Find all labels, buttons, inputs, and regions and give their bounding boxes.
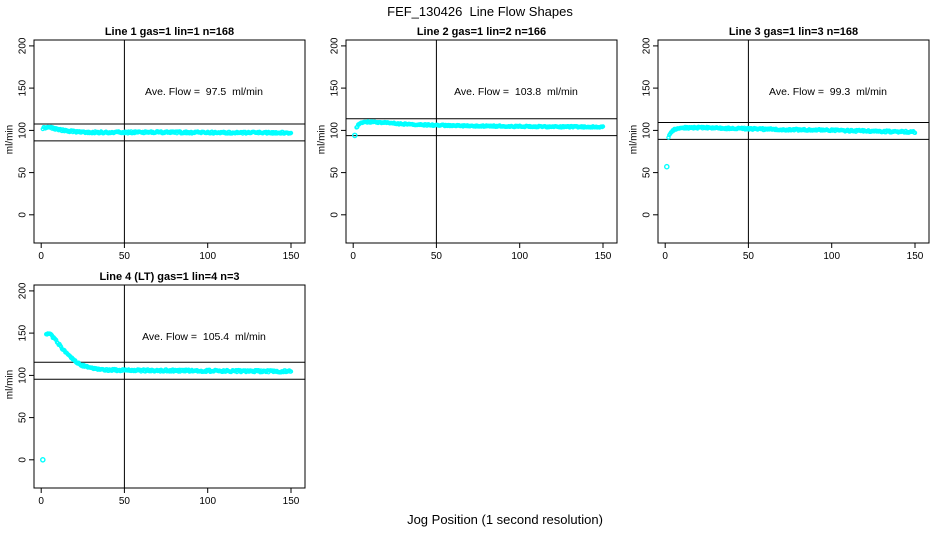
line-4-plot-svg: 0 50 100 150 0 50 100 150 200 (18, 282, 306, 507)
y-axis-label: ml/min (316, 124, 328, 155)
svg-text:50: 50 (642, 167, 653, 179)
svg-text:100: 100 (511, 251, 528, 262)
svg-text:0: 0 (18, 212, 29, 218)
svg-text:100: 100 (18, 367, 29, 384)
ave-flow-annotation: Ave. Flow = 105.4 ml/min (142, 331, 266, 343)
panel-line-2: 0 50 100 150 0 50 100 150 200 Line 2 gas=1 lin=2… (312, 20, 624, 266)
svg-text:100: 100 (199, 496, 216, 507)
line-2-plot-svg: 0 50 100 150 0 50 100 150 200 (330, 37, 618, 262)
ave-flow-annotation: Ave. Flow = 103.8 ml/min (454, 86, 578, 98)
svg-text:100: 100 (199, 251, 216, 262)
svg-text:200: 200 (18, 37, 29, 54)
svg-text:100: 100 (330, 122, 341, 139)
svg-text:150: 150 (595, 251, 612, 262)
svg-text:150: 150 (283, 496, 300, 507)
panel-title: Line 3 gas=1 lin=3 n=168 (728, 26, 859, 38)
svg-text:150: 150 (642, 79, 653, 96)
svg-text:0: 0 (350, 251, 356, 262)
svg-text:150: 150 (283, 251, 300, 262)
ave-flow-annotation: Ave. Flow = 99.3 ml/min (769, 86, 887, 98)
line-1-plot-svg: 0 50 100 150 0 50 100 150 200 (18, 37, 306, 262)
panel-title: Line 1 gas=1 lin=1 n=168 (104, 26, 235, 38)
y-axis-label: ml/min (4, 369, 16, 400)
panel-title: Line 2 gas=1 lin=2 n=166 (416, 26, 547, 38)
svg-text:50: 50 (119, 496, 131, 507)
svg-text:200: 200 (642, 37, 653, 54)
panel-line-1: 0 50 100 150 0 50 100 150 200 Line 1 gas=1 lin=1… (0, 20, 312, 266)
svg-text:150: 150 (18, 324, 29, 341)
svg-text:100: 100 (823, 251, 840, 262)
svg-text:50: 50 (743, 251, 755, 262)
svg-text:50: 50 (431, 251, 443, 262)
svg-text:0: 0 (330, 212, 341, 218)
line-3-plot-svg: 0 50 100 150 0 50 100 150 200 (642, 37, 930, 262)
svg-text:0: 0 (38, 251, 44, 262)
svg-text:0: 0 (38, 496, 44, 507)
x-axis-label: Jog Position (1 second resolution) (407, 512, 603, 527)
svg-text:150: 150 (18, 79, 29, 96)
svg-text:50: 50 (330, 167, 341, 179)
svg-text:0: 0 (18, 457, 29, 463)
y-axis-label: ml/min (4, 124, 16, 155)
svg-text:0: 0 (642, 212, 653, 218)
svg-text:150: 150 (907, 251, 924, 262)
svg-text:100: 100 (642, 122, 653, 139)
panel-line-4: 0 50 100 150 0 50 100 150 200 Line 4 (LT) gas=1 … (0, 265, 312, 511)
svg-text:200: 200 (330, 37, 341, 54)
svg-text:50: 50 (18, 412, 29, 424)
y-axis-label: ml/min (628, 124, 640, 155)
figure-title: FEF_130426 Line Flow Shapes (387, 4, 573, 19)
panel-line-3: 0 50 100 150 0 50 100 150 200 Line 3 gas=1 lin=3… (624, 20, 936, 266)
ave-flow-annotation: Ave. Flow = 97.5 ml/min (145, 86, 263, 98)
svg-text:50: 50 (18, 167, 29, 179)
panel-title: Line 4 (LT) gas=1 lin=4 n=3 (99, 271, 240, 283)
svg-text:150: 150 (330, 79, 341, 96)
svg-text:100: 100 (18, 122, 29, 139)
svg-text:0: 0 (662, 251, 668, 262)
svg-text:50: 50 (119, 251, 131, 262)
svg-text:200: 200 (18, 282, 29, 299)
